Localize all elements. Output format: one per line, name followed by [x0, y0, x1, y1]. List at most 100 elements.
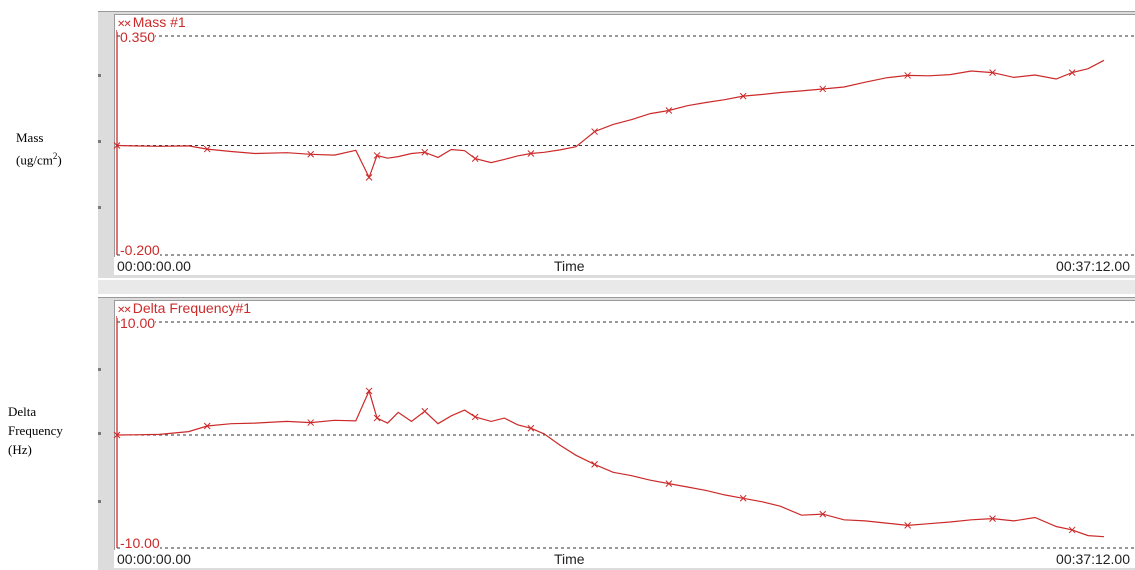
- frequency-axis-label-line3: (Hz): [8, 442, 32, 457]
- data-point-marker: [527, 150, 535, 157]
- series-marker-icon: ✕✕: [117, 19, 132, 30]
- data-point-marker: [665, 107, 673, 114]
- data-point-marker: [1068, 526, 1076, 534]
- mass-chart-panel: ✕✕ Mass #1 0.350 -0.200 00:00:00.00 Time …: [98, 11, 1135, 278]
- data-point-marker: [739, 494, 747, 502]
- mass-series-title-text: Mass #1: [132, 14, 186, 30]
- data-point-cross: [739, 494, 747, 502]
- series-line: [116, 389, 1105, 538]
- frequency-time-end: 00:37:12.00: [1056, 551, 1130, 567]
- panel-tick: [98, 368, 101, 371]
- frequency-time-axis-label: Time: [554, 551, 585, 567]
- data-point-cross: [819, 510, 827, 518]
- panel-tick: [98, 206, 101, 209]
- data-point-marker: [471, 413, 479, 421]
- series-line: [116, 59, 1105, 179]
- panel-tick: [98, 432, 101, 435]
- mass-axis-label-line1: Mass: [16, 130, 44, 145]
- panel-tick: [98, 74, 101, 77]
- panel-tick: [98, 140, 101, 143]
- data-point-cross: [113, 431, 121, 439]
- frequency-chart-svg: [113, 316, 1135, 549]
- data-point-cross: [373, 414, 381, 422]
- data-point-cross: [819, 85, 827, 93]
- data-point-cross: [471, 413, 479, 421]
- frequency-axis-label: Delta Frequency (Hz): [8, 402, 63, 459]
- data-point-cross: [989, 515, 996, 522]
- data-point-cross: [665, 107, 673, 114]
- mass-time-axis: 00:00:00.00 Time 00:37:12.00: [114, 257, 1135, 275]
- panel-splitter[interactable]: [98, 280, 1135, 294]
- data-point-marker: [904, 522, 912, 529]
- mass-chart-svg: [113, 30, 1135, 256]
- data-point-cross: [989, 69, 996, 76]
- mass-plot-area[interactable]: ✕✕ Mass #1 0.350 -0.200: [113, 14, 1135, 258]
- frequency-axis-label-line1: Delta: [8, 404, 37, 419]
- mass-unit-exponent: 2: [52, 151, 58, 161]
- data-point-marker: [591, 128, 598, 135]
- frequency-chart-panel: ✕✕ Delta Frequency#1 10.00 -10.00 00:00:0…: [98, 297, 1135, 570]
- frequency-ymax-label: 10.00: [120, 315, 156, 331]
- data-point-marker: [373, 152, 381, 159]
- frequency-time-axis: 00:00:00.00 Time 00:37:12.00: [114, 550, 1135, 568]
- frequency-time-start: 00:00:00.00: [117, 551, 191, 567]
- data-point-cross: [471, 155, 479, 162]
- data-point-marker: [373, 414, 381, 422]
- mass-time-axis-label: Time: [554, 258, 585, 274]
- data-point-marker: [665, 480, 673, 487]
- data-point-marker: [471, 155, 479, 162]
- mass-ymax-label: 0.350: [120, 29, 156, 45]
- data-point-cross: [307, 150, 315, 158]
- data-point-cross: [113, 142, 121, 149]
- panel-tick: [98, 500, 101, 503]
- mass-unit-text: (ug/cm: [16, 152, 53, 168]
- data-point-marker: [113, 142, 121, 149]
- data-point-marker: [203, 145, 211, 153]
- frequency-plot-area[interactable]: ✕✕ Delta Frequency#1 10.00 -10.00: [113, 300, 1135, 551]
- data-point-cross: [665, 480, 673, 487]
- data-point-marker: [989, 515, 996, 522]
- mass-time-end: 00:37:12.00: [1056, 258, 1130, 274]
- data-point-cross: [904, 72, 912, 79]
- data-point-marker: [739, 92, 747, 100]
- data-point-marker: [307, 150, 315, 158]
- frequency-ymin-label: -10.00: [120, 535, 160, 551]
- data-point-cross: [421, 407, 429, 415]
- data-point-cross: [739, 92, 747, 100]
- data-point-marker: [591, 461, 598, 468]
- series-marker-icon: ✕✕: [117, 305, 132, 316]
- data-point-marker: [307, 419, 315, 426]
- data-point-cross: [203, 145, 211, 153]
- data-point-marker: [819, 510, 827, 518]
- data-point-marker: [904, 72, 912, 79]
- data-point-cross: [904, 522, 912, 529]
- frequency-axis-label-line2: Frequency: [8, 423, 63, 438]
- data-point-marker: [365, 387, 373, 395]
- data-point-cross: [203, 422, 211, 430]
- data-point-marker: [365, 174, 373, 181]
- mass-unit-close: ): [57, 152, 62, 168]
- data-point-marker: [989, 69, 996, 76]
- data-point-cross: [421, 148, 429, 156]
- data-point-cross: [591, 461, 598, 468]
- data-point-marker: [1068, 69, 1076, 76]
- data-point-cross: [373, 152, 381, 159]
- data-point-marker: [527, 424, 535, 432]
- data-point-cross: [365, 387, 373, 395]
- mass-time-start: 00:00:00.00: [117, 258, 191, 274]
- data-point-marker: [421, 148, 429, 156]
- frequency-series-title: ✕✕ Delta Frequency#1: [117, 300, 254, 318]
- data-point-marker: [819, 85, 827, 93]
- mass-series-title: ✕✕ Mass #1: [117, 15, 188, 32]
- mass-axis-label: Mass (ug/cm2): [16, 128, 62, 169]
- mass-axis-label-line2: (ug/cm2): [16, 147, 62, 169]
- mass-ymin-label: -0.200: [120, 242, 160, 258]
- data-point-marker: [113, 431, 121, 439]
- data-point-cross: [1068, 526, 1076, 534]
- data-point-marker: [203, 422, 211, 430]
- frequency-series-title-text: Delta Frequency#1: [132, 300, 252, 316]
- data-point-cross: [527, 150, 535, 157]
- data-point-cross: [307, 419, 315, 426]
- data-point-marker: [421, 407, 429, 415]
- data-point-cross: [1068, 69, 1076, 76]
